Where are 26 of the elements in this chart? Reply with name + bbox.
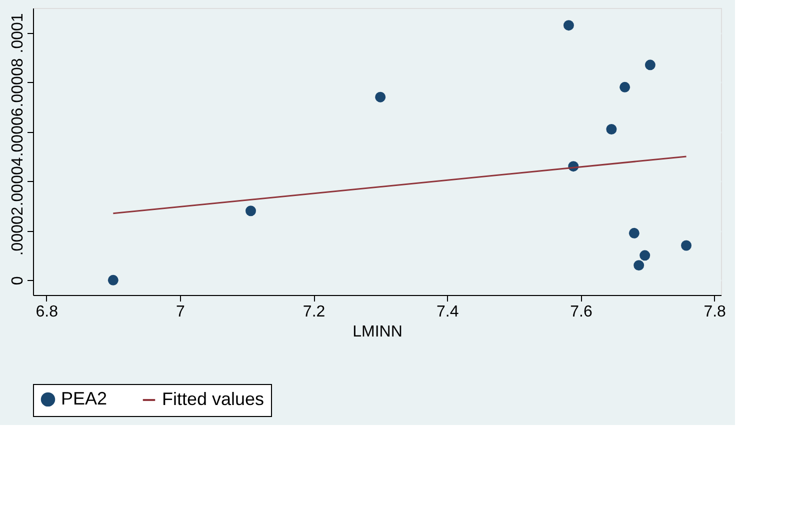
y-tick-label: .00002 xyxy=(10,206,26,256)
y-tick-label: .00006 xyxy=(10,108,26,157)
x-tick-label: 6.8 xyxy=(36,304,58,320)
legend-label: Fitted values xyxy=(162,389,264,409)
y-tick-label: .0001 xyxy=(10,13,26,54)
point xyxy=(644,60,656,70)
y-tick-label: .00008 xyxy=(10,58,26,108)
point xyxy=(375,92,386,102)
point xyxy=(246,206,256,216)
legend-label: PEA2 xyxy=(61,388,108,408)
x-tick-label: 7.2 xyxy=(302,304,326,320)
x-tick-label: 7.4 xyxy=(436,304,459,320)
point xyxy=(620,82,630,92)
point xyxy=(606,124,617,134)
x-tick-label: 7.6 xyxy=(570,304,592,320)
x-axis-title: LMINN xyxy=(352,324,402,340)
point xyxy=(681,240,692,251)
x-tick-label: 7.8 xyxy=(704,304,726,320)
point xyxy=(628,228,640,238)
point xyxy=(634,260,644,271)
point xyxy=(563,20,574,31)
x-tick-label: 7 xyxy=(176,304,185,320)
point xyxy=(108,274,118,286)
point xyxy=(640,250,650,261)
y-tick-label: .00004 xyxy=(10,157,26,206)
y-tick-label: 0 xyxy=(10,276,26,286)
